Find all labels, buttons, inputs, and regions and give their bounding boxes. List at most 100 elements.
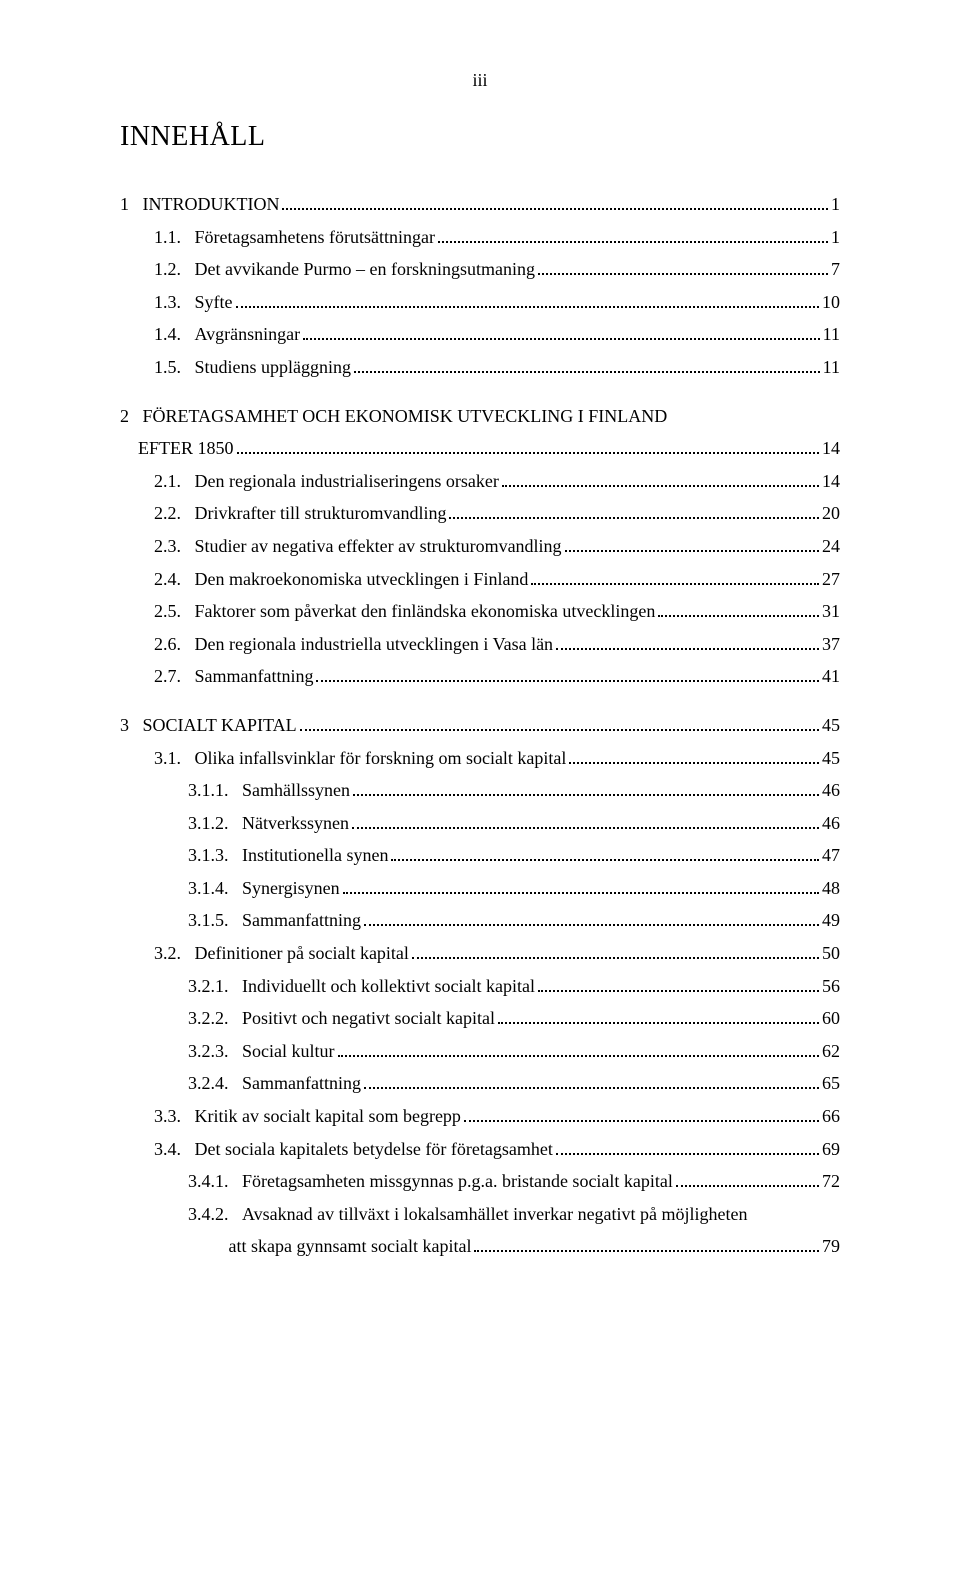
toc-entry: 3.1.3. Institutionella synen47 [120,840,840,871]
toc-entry-label: 3.1.2. [188,808,242,839]
toc-entry-page: 11 [823,352,840,383]
toc-leader-dots [237,452,819,454]
toc-entry-page: 60 [822,1003,840,1034]
toc-leader-dots [538,990,819,992]
toc-entry-label: 3.1. [154,743,195,774]
toc-entry-page: 45 [822,743,840,774]
toc-entry-text: Sammanfattning [195,661,314,692]
toc-entry-text: Avsaknad av tillväxt i lokalsamhället in… [242,1199,748,1230]
toc-entry: 2.4. Den makroekonomiska utvecklingen i … [120,564,840,595]
toc-entry-page: 7 [831,254,840,285]
toc-body: 1 INTRODUKTION11.1. Företagsamhetens för… [120,189,840,1262]
toc-entry-label: 3 [120,710,143,741]
toc-entry: 3.3. Kritik av socialt kapital som begre… [120,1101,840,1132]
toc-entry-page: 66 [822,1101,840,1132]
toc-entry-text: Definitioner på socialt kapital [195,938,409,969]
toc-entry-page: 69 [822,1134,840,1165]
toc-entry-text: Sammanfattning [242,1068,361,1099]
toc-entry-page: 14 [822,433,840,464]
toc-leader-dots [354,371,820,373]
toc-entry-text: Studiens uppläggning [195,352,352,383]
toc-entry-page: 46 [822,808,840,839]
toc-entry-text: att skapa gynnsamt socialt kapital [229,1231,472,1262]
toc-entry-label: 3.1.1. [188,775,242,806]
toc-leader-dots [338,1055,820,1057]
toc-leader-dots [364,924,819,926]
toc-entry-page: 62 [822,1036,840,1067]
toc-entry-page: 20 [822,498,840,529]
toc-entry: 3.2.3. Social kultur62 [120,1036,840,1067]
toc-entry: 3.4.1. Företagsamheten missgynnas p.g.a.… [120,1166,840,1197]
toc-entry: 1.2. Det avvikande Purmo – en forsknings… [120,254,840,285]
toc-entry-label: 3.4. [154,1134,195,1165]
toc-entry-text: Samhällssynen [242,775,350,806]
page-number: iii [120,70,840,91]
toc-entry-text: Den regionala industriella utvecklingen … [195,629,554,660]
toc-entry-page: 49 [822,905,840,936]
toc-leader-dots [300,729,819,731]
toc-entry-page: 79 [822,1231,840,1262]
toc-entry-text: Faktorer som påverkat den finländska eko… [195,596,656,627]
toc-entry-label: 3.2.3. [188,1036,242,1067]
toc-entry: 2.7. Sammanfattning41 [120,661,840,692]
toc-entry-page: 14 [822,466,840,497]
toc-leader-dots [352,827,819,829]
toc-leader-dots [464,1120,819,1122]
toc-entry: 1.1. Företagsamhetens förutsättningar1 [120,222,840,253]
page-container: iii INNEHÅLL 1 INTRODUKTION11.1. Företag… [0,0,960,1334]
toc-entry: 3.4.2. Avsaknad av tillväxt i lokalsamhä… [120,1199,840,1230]
toc-entry-label: 1 [120,189,143,220]
toc-entry-label: 1.2. [154,254,195,285]
toc-entry-page: 65 [822,1068,840,1099]
toc-entry-text: Det avvikande Purmo – en forskningsutman… [195,254,535,285]
toc-entry-label: 1.1. [154,222,195,253]
toc-entry: 3.2.1. Individuellt och kollektivt socia… [120,971,840,1002]
toc-leader-dots [565,550,819,552]
toc-entry-text: Sammanfattning [242,905,361,936]
toc-leader-dots [282,208,828,210]
toc-entry: 3 SOCIALT KAPITAL45 [120,710,840,741]
toc-entry-page: 56 [822,971,840,1002]
toc-entry-label: 1.3. [154,287,195,318]
toc-leader-dots [438,241,828,243]
toc-entry-label: 2.6. [154,629,195,660]
toc-entry: 2.5. Faktorer som påverkat den finländsk… [120,596,840,627]
toc-leader-dots [556,1153,819,1155]
toc-leader-dots [676,1185,819,1187]
toc-entry-text: EFTER 1850 [138,433,234,464]
toc-entry-label: 2.4. [154,564,195,595]
toc-entry-text: Olika infallsvinklar för forskning om so… [195,743,567,774]
toc-entry: 3.2.4. Sammanfattning65 [120,1068,840,1099]
toc-leader-dots [343,892,819,894]
toc-entry-page: 31 [822,596,840,627]
toc-leader-dots [303,338,820,340]
toc-entry-page: 24 [822,531,840,562]
toc-entry: 3.1.5. Sammanfattning49 [120,905,840,936]
toc-entry: 2.1. Den regionala industrialiseringens … [120,466,840,497]
toc-entry-label: 1.4. [154,319,195,350]
toc-leader-dots [364,1087,819,1089]
toc-entry-text: Det sociala kapitalets betydelse för för… [195,1134,553,1165]
toc-entry: 1 INTRODUKTION1 [120,189,840,220]
toc-leader-dots [474,1250,819,1252]
toc-entry-continuation: EFTER 1850 14 [120,433,840,464]
toc-entry-label: 2.2. [154,498,195,529]
toc-entry-page: 72 [822,1166,840,1197]
toc-entry-label: 3.2.1. [188,971,242,1002]
toc-leader-dots [531,583,819,585]
toc-leader-dots [391,859,819,861]
toc-entry-label: 3.1.4. [188,873,242,904]
toc-entry-page: 47 [822,840,840,871]
toc-entry-label: 2.5. [154,596,195,627]
toc-entry: 1.3. Syfte10 [120,287,840,318]
toc-entry-label: 1.5. [154,352,195,383]
toc-entry: 2.3. Studier av negativa effekter av str… [120,531,840,562]
toc-entry-label: 3.4.1. [188,1166,242,1197]
toc-entry-page: 50 [822,938,840,969]
toc-entry: 2.2. Drivkrafter till strukturomvandling… [120,498,840,529]
toc-leader-dots [449,517,819,519]
toc-entry-page: 1 [831,189,840,220]
toc-entry: 3.1.4. Synergisynen48 [120,873,840,904]
toc-entry-text: Individuellt och kollektivt socialt kapi… [242,971,535,1002]
toc-entry: 1.5. Studiens uppläggning 11 [120,352,840,383]
